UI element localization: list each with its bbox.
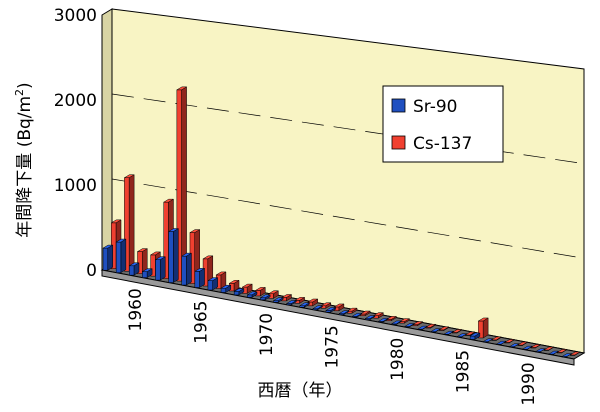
y-tick-label-0: 0 (86, 261, 97, 281)
legend-swatch-sr90 (391, 98, 406, 113)
gridline-2000 (111, 93, 585, 165)
x-tick-label-1990: 1990 (519, 362, 539, 405)
bar-sr90-1982 (416, 325, 429, 330)
x-tick-labels: 1960 1965 1970 1975 1980 1985 1990 (126, 288, 539, 405)
bars (102, 86, 581, 358)
gridlines (111, 93, 585, 259)
bar-sr90-1966 (207, 277, 219, 291)
bar-sr90-1958 (102, 244, 114, 271)
bar-cs137-1990 (529, 344, 542, 349)
gridline-1000 (111, 178, 585, 259)
x-tick-label-1980: 1980 (388, 338, 408, 381)
bar-sr90-1992 (547, 350, 560, 355)
bar-cs137-1977 (359, 310, 372, 317)
bar-sr90-1971 (272, 297, 285, 303)
bar-sr90-1964 (180, 252, 193, 286)
y-tick-label-1000: 1000 (54, 176, 97, 196)
y-tick-label-3000: 3000 (54, 6, 97, 26)
x-tick-label-1975: 1975 (322, 325, 342, 368)
bar-sr90-1962 (154, 256, 167, 281)
legend: Sr-90 Cs-137 (382, 85, 504, 163)
x-tick-label-1985: 1985 (454, 350, 474, 393)
bar-sr90-1983 (429, 328, 442, 333)
bar-cs137-1992 (556, 349, 568, 354)
bar-sr90-1988 (495, 340, 508, 345)
bar-sr90-1961 (141, 268, 154, 279)
bar-cs137-1986 (477, 317, 490, 339)
bar-sr90-1963 (167, 228, 180, 284)
bar-sr90-1990 (521, 345, 534, 350)
bar-cs137-1983 (438, 326, 450, 331)
legend-label-cs137: Cs-137 (413, 134, 472, 154)
bar-sr90-1981 (403, 323, 416, 328)
bar-sr90-1967 (220, 284, 232, 293)
bar-cs137-1967 (228, 279, 240, 292)
bar-sr90-1989 (508, 343, 521, 348)
bar-cs137-1989 (516, 341, 529, 346)
bar-sr90-1991 (534, 348, 547, 353)
bar-cs137-1985 (464, 331, 476, 336)
bar-sr90-1987 (482, 338, 494, 343)
bar-cs137-1960 (136, 248, 149, 275)
bar-sr90-1975 (325, 307, 337, 313)
y-axis-label: 年間降下量 (Bq/m2) (13, 82, 35, 237)
bar-cs137-1984 (451, 329, 463, 334)
bar-cs137-1973 (307, 298, 319, 307)
bar-cs137-1987 (490, 336, 503, 341)
bar-cs137-1991 (543, 346, 555, 351)
bar-sr90-1969 (246, 291, 258, 298)
bar-cs137-1988 (503, 339, 516, 344)
bar-sr90-1985 (456, 333, 468, 338)
bar-sr90-1974 (311, 305, 324, 311)
plot-floor-front (101, 269, 575, 366)
bar-cs137-1980 (398, 318, 411, 324)
bar-cs137-1993 (569, 351, 581, 356)
bar-cs137-1976 (346, 307, 358, 314)
y-tick-label-2000: 2000 (54, 91, 97, 111)
bar-cs137-1979 (385, 315, 398, 322)
bar-sr90-1986 (469, 332, 481, 340)
bar-sr90-1979 (377, 317, 390, 323)
plot-side-wall (101, 8, 113, 271)
bar-sr90-1965 (193, 267, 206, 288)
bar-sr90-1977 (351, 312, 363, 318)
x-tick-label-1965: 1965 (191, 301, 211, 344)
bar-sr90-1959 (115, 238, 127, 274)
bar-sr90-1984 (443, 330, 455, 335)
legend-swatch-cs137 (391, 135, 406, 150)
bar-sr90-1972 (285, 300, 298, 306)
bar-sr90-1976 (338, 310, 350, 316)
bar-cs137-1971 (280, 294, 293, 302)
y-axis-label-sup: 2 (13, 89, 26, 96)
bar-cs137-1975 (333, 303, 345, 312)
bar-sr90-1980 (390, 320, 403, 326)
bar-sr90-1970 (259, 294, 272, 301)
bar-sr90-1993 (561, 353, 573, 358)
bar-sr90-1978 (364, 315, 376, 321)
bar-sr90-1968 (233, 288, 245, 296)
x-tick-label-1970: 1970 (257, 313, 277, 356)
y-axis-label-main: 年間降下量 (Bq/m (15, 96, 35, 238)
bar-cs137-1968 (241, 283, 254, 294)
y-tick-labels: 0 1000 2000 3000 (54, 6, 97, 281)
x-axis-label: 西暦（年） (258, 381, 343, 401)
bar-cs137-1972 (293, 296, 306, 304)
bar-sr90-1973 (298, 302, 311, 308)
bar-cs137-1981 (411, 321, 424, 327)
bar-cs137-1970 (267, 290, 280, 299)
y-axis-label-end: ) (15, 82, 35, 89)
bar-cs137-1982 (425, 323, 437, 329)
x-tick-label-1960: 1960 (126, 288, 146, 331)
legend-label-sr90: Sr-90 (413, 97, 457, 117)
bar-sr90-1960 (128, 262, 140, 276)
